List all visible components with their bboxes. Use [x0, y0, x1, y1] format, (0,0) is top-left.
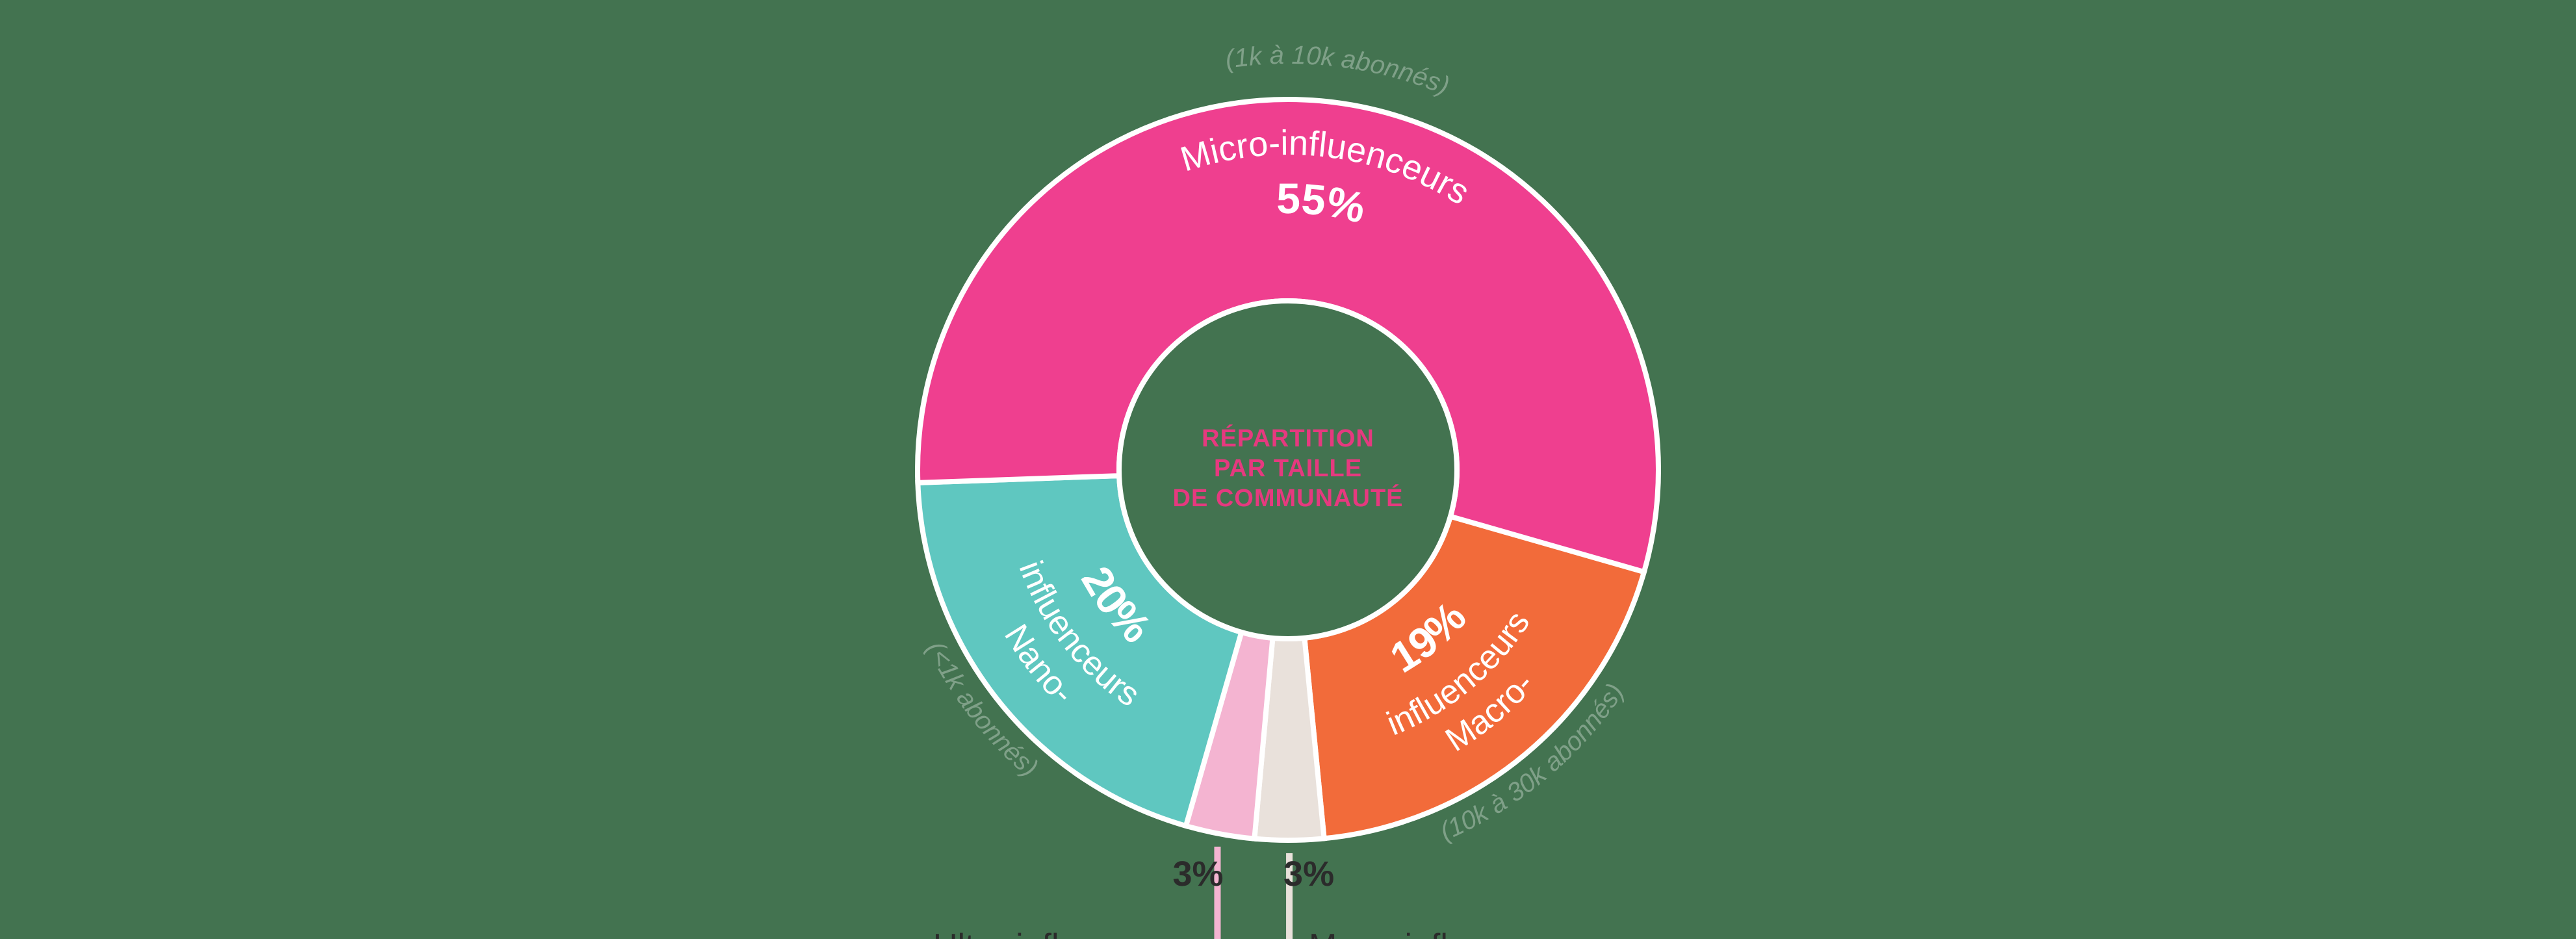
- mega-label: Mega-influenceurs: [1309, 927, 1587, 939]
- mega-percent: 3%: [1283, 855, 1334, 894]
- micro-range-note: (1k à 10k abonnés): [1224, 40, 1454, 100]
- donut-svg: RÉPARTITIONPAR TAILLEDE COMMUNAUTÉMicro-…: [768, 0, 1808, 939]
- donut-chart: RÉPARTITIONPAR TAILLEDE COMMUNAUTÉMicro-…: [768, 0, 1808, 939]
- ultra-percent: 3%: [1172, 855, 1223, 894]
- ultra-label: Ultra-influenceurs: [933, 927, 1198, 939]
- stage: RÉPARTITIONPAR TAILLEDE COMMUNAUTÉMicro-…: [0, 0, 2576, 939]
